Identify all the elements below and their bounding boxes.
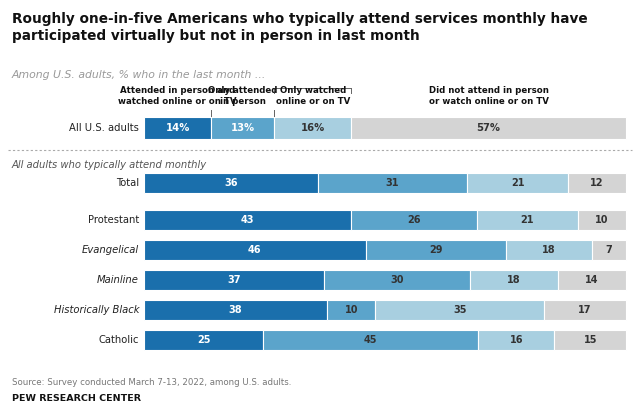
Bar: [144, 330, 263, 350]
Text: 38: 38: [228, 305, 243, 315]
Text: 29: 29: [429, 245, 442, 255]
Text: Protestant: Protestant: [88, 215, 139, 225]
Bar: [578, 210, 626, 230]
Bar: [263, 330, 478, 350]
Text: 46: 46: [248, 245, 262, 255]
Text: 21: 21: [511, 178, 524, 188]
Bar: [144, 240, 365, 260]
Bar: [211, 117, 274, 139]
Text: 21: 21: [520, 215, 534, 225]
Text: 14: 14: [585, 275, 598, 285]
Text: 26: 26: [407, 215, 420, 225]
Text: 16: 16: [509, 335, 523, 345]
Text: 10: 10: [344, 305, 358, 315]
Text: 37: 37: [227, 275, 241, 285]
Bar: [558, 270, 626, 290]
Text: 18: 18: [508, 275, 521, 285]
Text: 14%: 14%: [166, 123, 190, 133]
Bar: [351, 117, 626, 139]
Bar: [144, 210, 351, 230]
Bar: [477, 210, 578, 230]
Text: 57%: 57%: [477, 123, 500, 133]
Bar: [478, 330, 554, 350]
Text: Evangelical: Evangelical: [82, 245, 139, 255]
Text: Roughly one-in-five Americans who typically attend services monthly have
partici: Roughly one-in-five Americans who typica…: [12, 12, 588, 43]
Bar: [351, 210, 477, 230]
Bar: [327, 300, 375, 320]
Text: Total: Total: [116, 178, 139, 188]
Bar: [375, 300, 544, 320]
Text: 45: 45: [364, 335, 378, 345]
Text: 30: 30: [390, 275, 404, 285]
Bar: [592, 240, 626, 260]
Bar: [506, 240, 592, 260]
Text: 18: 18: [542, 245, 556, 255]
Text: 15: 15: [584, 335, 597, 345]
Bar: [324, 270, 470, 290]
Bar: [317, 173, 467, 193]
Text: 36: 36: [224, 178, 237, 188]
Text: 7: 7: [605, 245, 612, 255]
Bar: [365, 240, 506, 260]
Bar: [144, 117, 211, 139]
Text: Attended in person and
watched online or on TV: Attended in person and watched online or…: [118, 86, 237, 106]
Text: 35: 35: [453, 305, 467, 315]
Bar: [470, 270, 558, 290]
Text: All U.S. adults: All U.S. adults: [69, 123, 139, 133]
Bar: [144, 300, 327, 320]
Text: Did not attend in person
or watch online or on TV: Did not attend in person or watch online…: [429, 86, 548, 106]
Text: Only watched
online or on TV: Only watched online or on TV: [276, 86, 350, 106]
Text: PEW RESEARCH CENTER: PEW RESEARCH CENTER: [12, 394, 141, 403]
Text: 16%: 16%: [301, 123, 325, 133]
Text: Historically Black: Historically Black: [54, 305, 139, 315]
Text: 13%: 13%: [231, 123, 255, 133]
Bar: [144, 270, 324, 290]
Bar: [467, 173, 568, 193]
Bar: [544, 300, 626, 320]
Bar: [568, 173, 626, 193]
Text: 31: 31: [385, 178, 399, 188]
Text: Among U.S. adults, % who in the last month ...: Among U.S. adults, % who in the last mon…: [12, 70, 266, 80]
Text: 43: 43: [241, 215, 254, 225]
Bar: [554, 330, 626, 350]
Text: Only attended
in person: Only attended in person: [208, 86, 278, 106]
Text: 17: 17: [579, 305, 592, 315]
Text: Source: Survey conducted March 7-13, 2022, among U.S. adults.: Source: Survey conducted March 7-13, 202…: [12, 378, 291, 387]
Text: All adults who typically attend monthly: All adults who typically attend monthly: [12, 160, 207, 170]
Text: Catholic: Catholic: [99, 335, 139, 345]
Bar: [144, 173, 317, 193]
Text: 12: 12: [590, 178, 604, 188]
Bar: [274, 117, 351, 139]
Text: 25: 25: [197, 335, 211, 345]
Text: 10: 10: [595, 215, 609, 225]
Text: Mainline: Mainline: [97, 275, 139, 285]
